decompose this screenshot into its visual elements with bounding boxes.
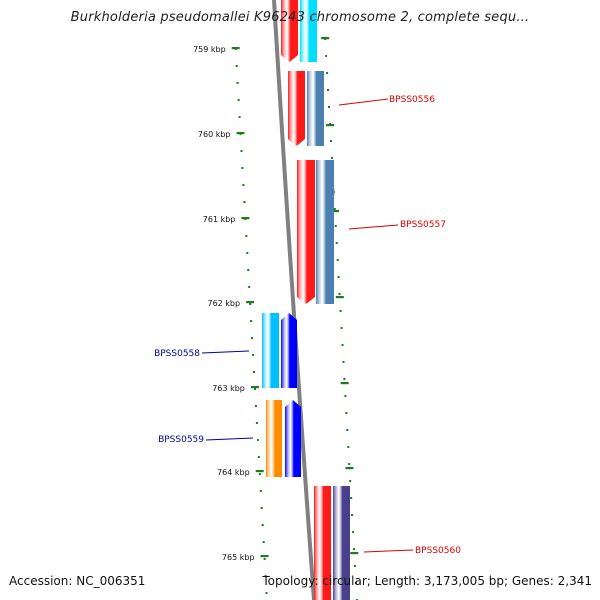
scale-tick-label: 765 kbp bbox=[222, 553, 255, 562]
scale-tick-label: 762 kbp bbox=[207, 299, 240, 308]
major-tick bbox=[236, 132, 245, 135]
gene-label-bpss0558[interactable]: BPSS0558 bbox=[154, 349, 200, 359]
gene-label-leader bbox=[201, 350, 250, 354]
gene-label-bpss0557[interactable]: BPSS0557 bbox=[400, 220, 446, 230]
major-tick bbox=[241, 217, 250, 220]
map-title: Burkholderia pseudomallei K96243 chromos… bbox=[70, 10, 530, 25]
gene-feature-3-b[interactable] bbox=[281, 313, 297, 388]
gene-feature-5-b[interactable] bbox=[333, 486, 350, 600]
gene-label-leader bbox=[363, 549, 414, 553]
genome-summary-text: Topology: circular; Length: 3,173,005 bp… bbox=[262, 574, 592, 588]
gene-label-leader bbox=[205, 437, 254, 441]
gene-feature-4-a[interactable] bbox=[266, 400, 282, 477]
major-tick bbox=[331, 210, 339, 213]
gene-feature-1-a[interactable] bbox=[288, 71, 305, 146]
backbone-line bbox=[272, 0, 316, 600]
gene-label-bpss0560[interactable]: BPSS0560 bbox=[415, 546, 461, 556]
scale-tick-label: 760 kbp bbox=[198, 130, 231, 139]
gene-feature-0-a[interactable] bbox=[281, 0, 298, 62]
major-tick bbox=[231, 47, 240, 50]
major-tick bbox=[335, 296, 344, 299]
gene-label-leader bbox=[348, 224, 399, 230]
gene-label-bpss0559[interactable]: BPSS0559 bbox=[158, 435, 204, 445]
major-tick bbox=[255, 470, 264, 473]
gene-feature-1-b[interactable] bbox=[307, 71, 324, 146]
major-tick bbox=[260, 555, 269, 558]
major-tick bbox=[345, 467, 354, 470]
major-tick bbox=[340, 382, 349, 385]
major-tick bbox=[350, 552, 359, 555]
gene-feature-5-a[interactable] bbox=[314, 486, 331, 600]
gene-feature-2-b[interactable] bbox=[316, 160, 334, 304]
major-tick bbox=[326, 124, 335, 127]
scale-tick-label: 764 kbp bbox=[217, 468, 250, 477]
major-tick bbox=[250, 386, 259, 389]
gene-feature-3-a[interactable] bbox=[262, 313, 279, 388]
major-tick bbox=[246, 301, 255, 304]
scale-tick-label: 761 kbp bbox=[203, 215, 236, 224]
major-tick bbox=[321, 37, 330, 40]
gene-label-leader bbox=[338, 98, 389, 106]
gene-feature-2-a[interactable] bbox=[297, 160, 315, 304]
gene-label-bpss0556[interactable]: BPSS0556 bbox=[389, 95, 435, 105]
accession-text: Accession: NC_006351 bbox=[9, 574, 146, 588]
scale-tick-label: 763 kbp bbox=[212, 384, 245, 393]
scale-tick-label: 759 kbp bbox=[193, 45, 226, 54]
gene-feature-4-b[interactable] bbox=[285, 400, 301, 477]
gene-feature-0-b[interactable] bbox=[300, 0, 317, 62]
